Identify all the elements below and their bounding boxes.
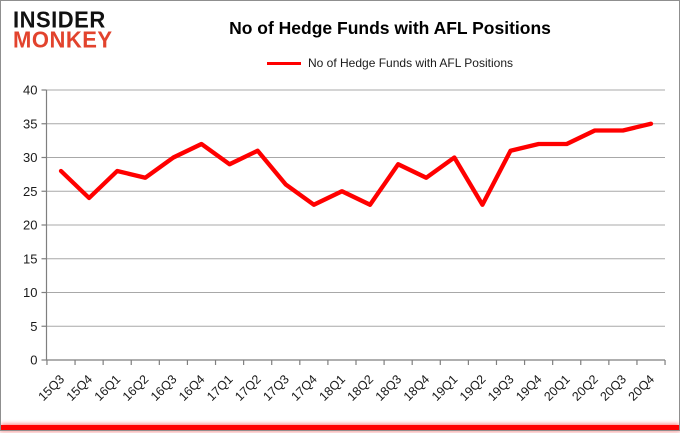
- y-tick-label: 10: [23, 285, 37, 300]
- x-tick-label: 19Q1: [429, 372, 461, 404]
- x-tick-label: 17Q3: [260, 372, 292, 404]
- data-series-line: [58, 121, 654, 207]
- x-tick-label: 20Q1: [541, 372, 573, 404]
- x-tick-label: 17Q2: [232, 372, 264, 404]
- y-tick-label: 35: [23, 116, 37, 131]
- x-tick-label: 15Q4: [64, 372, 96, 404]
- y-tick-label: 40: [23, 83, 37, 98]
- legend-line-swatch: [267, 61, 301, 65]
- y-tick-label: 5: [30, 319, 37, 334]
- x-tick-label: 19Q3: [485, 372, 517, 404]
- insider-monkey-logo: INSIDER MONKEY: [13, 6, 133, 53]
- x-tick-label: 17Q4: [288, 372, 320, 404]
- y-tick-label: 0: [30, 353, 37, 368]
- y-tick-label: 15: [23, 251, 37, 266]
- logo-text-insider: INSIDER: [13, 6, 106, 33]
- x-tick-label: 20Q3: [597, 372, 629, 404]
- chart-title: No of Hedge Funds with AFL Positions: [229, 18, 551, 38]
- y-tick-label: 30: [23, 150, 37, 165]
- y-tick-label: 25: [23, 184, 37, 199]
- x-tick-label: 18Q2: [345, 372, 377, 404]
- x-tick-label: 16Q1: [92, 372, 124, 404]
- logo-text-monkey: MONKEY: [13, 26, 113, 53]
- legend-label: No of Hedge Funds with AFL Positions: [308, 56, 513, 70]
- bottom-red-bar: [1, 425, 679, 430]
- x-tick-label: 20Q2: [569, 372, 601, 404]
- x-tick-label: 18Q1: [317, 372, 349, 404]
- x-tick-label: 17Q1: [204, 372, 236, 404]
- x-tick-label: 16Q4: [176, 372, 208, 404]
- x-tick-label: 18Q4: [401, 372, 433, 404]
- x-tick-label: 16Q2: [120, 372, 152, 404]
- x-tick-label: 19Q2: [457, 372, 489, 404]
- x-tick-label: 15Q3: [36, 372, 68, 404]
- y-tick-label: 20: [23, 218, 37, 233]
- chart-legend: No of Hedge Funds with AFL Positions: [121, 56, 659, 70]
- x-tick-label: 16Q3: [148, 372, 180, 404]
- x-tick-label: 19Q4: [513, 372, 545, 404]
- x-tick-label: 18Q3: [373, 372, 405, 404]
- x-tick-label: 20Q4: [626, 372, 658, 404]
